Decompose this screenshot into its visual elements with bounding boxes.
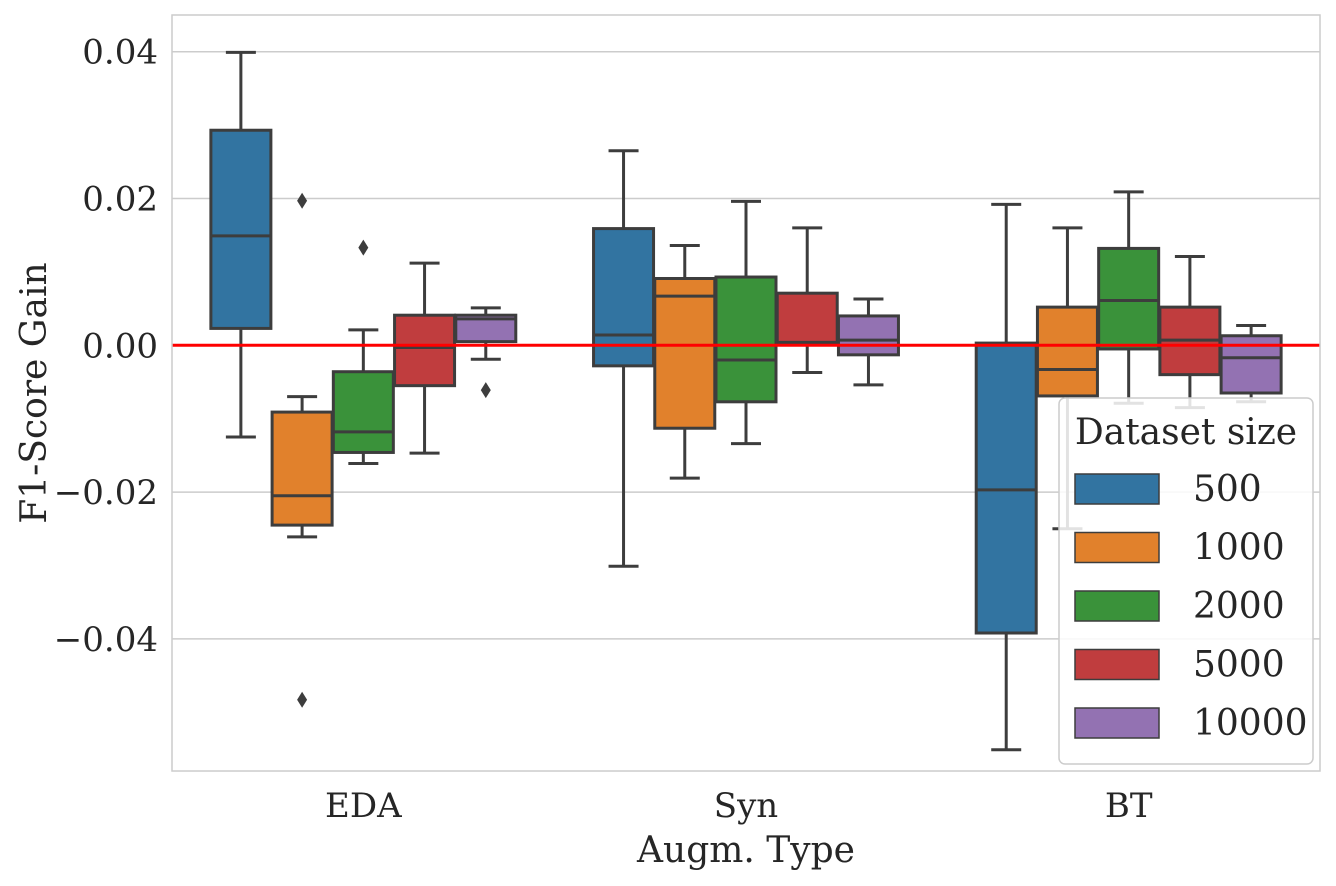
y-axis-label: F1-Score Gain [14,262,55,523]
legend-entry: 10000 [1074,703,1308,744]
box-body [331,370,395,454]
legend-label: 5000 [1193,645,1285,686]
box-BT-10000 [1219,323,1283,404]
y-tick-labels: 0.04 0.02 0.00 −0.02 −0.04 [54,33,158,660]
box-body [714,275,778,404]
y-tick-label: 0.04 [82,33,158,73]
legend: Dataset size 500 1000 2000 5000 10000 [1058,397,1314,765]
legend-swatch [1074,473,1160,505]
outlier-point [358,239,369,256]
legend-label: 500 [1193,469,1262,510]
legend-entry: 1000 [1074,528,1285,569]
box-body [974,341,1038,635]
box-body [270,410,334,527]
y-tick-label: −0.04 [54,620,158,660]
x-tick-labels: EDA Syn BT [325,786,1153,826]
outlier-point [297,192,308,209]
box-Syn-2000 [714,199,778,446]
box-Syn-10000 [836,297,900,387]
legend-label: 2000 [1193,586,1285,627]
box-EDA-2000 [331,239,395,465]
outlier-point [297,691,308,708]
outlier-point [480,382,491,399]
x-tick-label: Syn [714,786,778,826]
plot-frame [171,14,1321,772]
box-body [775,291,839,347]
box-BT-2000 [1097,190,1161,405]
y-tick-label: 0.00 [82,326,158,366]
x-tick-label: BT [1105,786,1153,826]
legend-swatch [1074,648,1160,681]
box-body [1097,246,1161,351]
legend-swatch [1074,531,1160,564]
legend-swatch [1074,590,1160,622]
box-body [653,276,717,430]
box-EDA-5000 [393,261,457,455]
x-axis-label: Augm. Type [636,830,855,871]
x-tick-label: EDA [325,786,402,826]
box-EDA-10000 [454,306,518,399]
legend-entry: 2000 [1074,586,1285,627]
box-Syn-500 [592,149,656,568]
box-body [836,314,900,357]
legend-entry: 500 [1074,469,1262,510]
y-tick-label: −0.02 [54,473,158,513]
legend-entries: 500 1000 2000 5000 10000 [1074,469,1308,744]
box-EDA-1000 [270,192,334,708]
box-body [209,128,273,330]
legend-swatch [1074,707,1160,739]
box-body [1035,305,1099,398]
box-body [592,227,656,368]
box-EDA-500 [209,50,273,439]
legend-entry: 5000 [1074,645,1285,686]
box-body [393,313,457,388]
box-Syn-5000 [775,226,839,374]
y-tick-label: 0.02 [82,179,158,219]
legend-label: 10000 [1193,703,1308,744]
legend-title: Dataset size [1075,412,1297,453]
legend-label: 1000 [1193,528,1285,569]
box-BT-500 [974,202,1038,752]
